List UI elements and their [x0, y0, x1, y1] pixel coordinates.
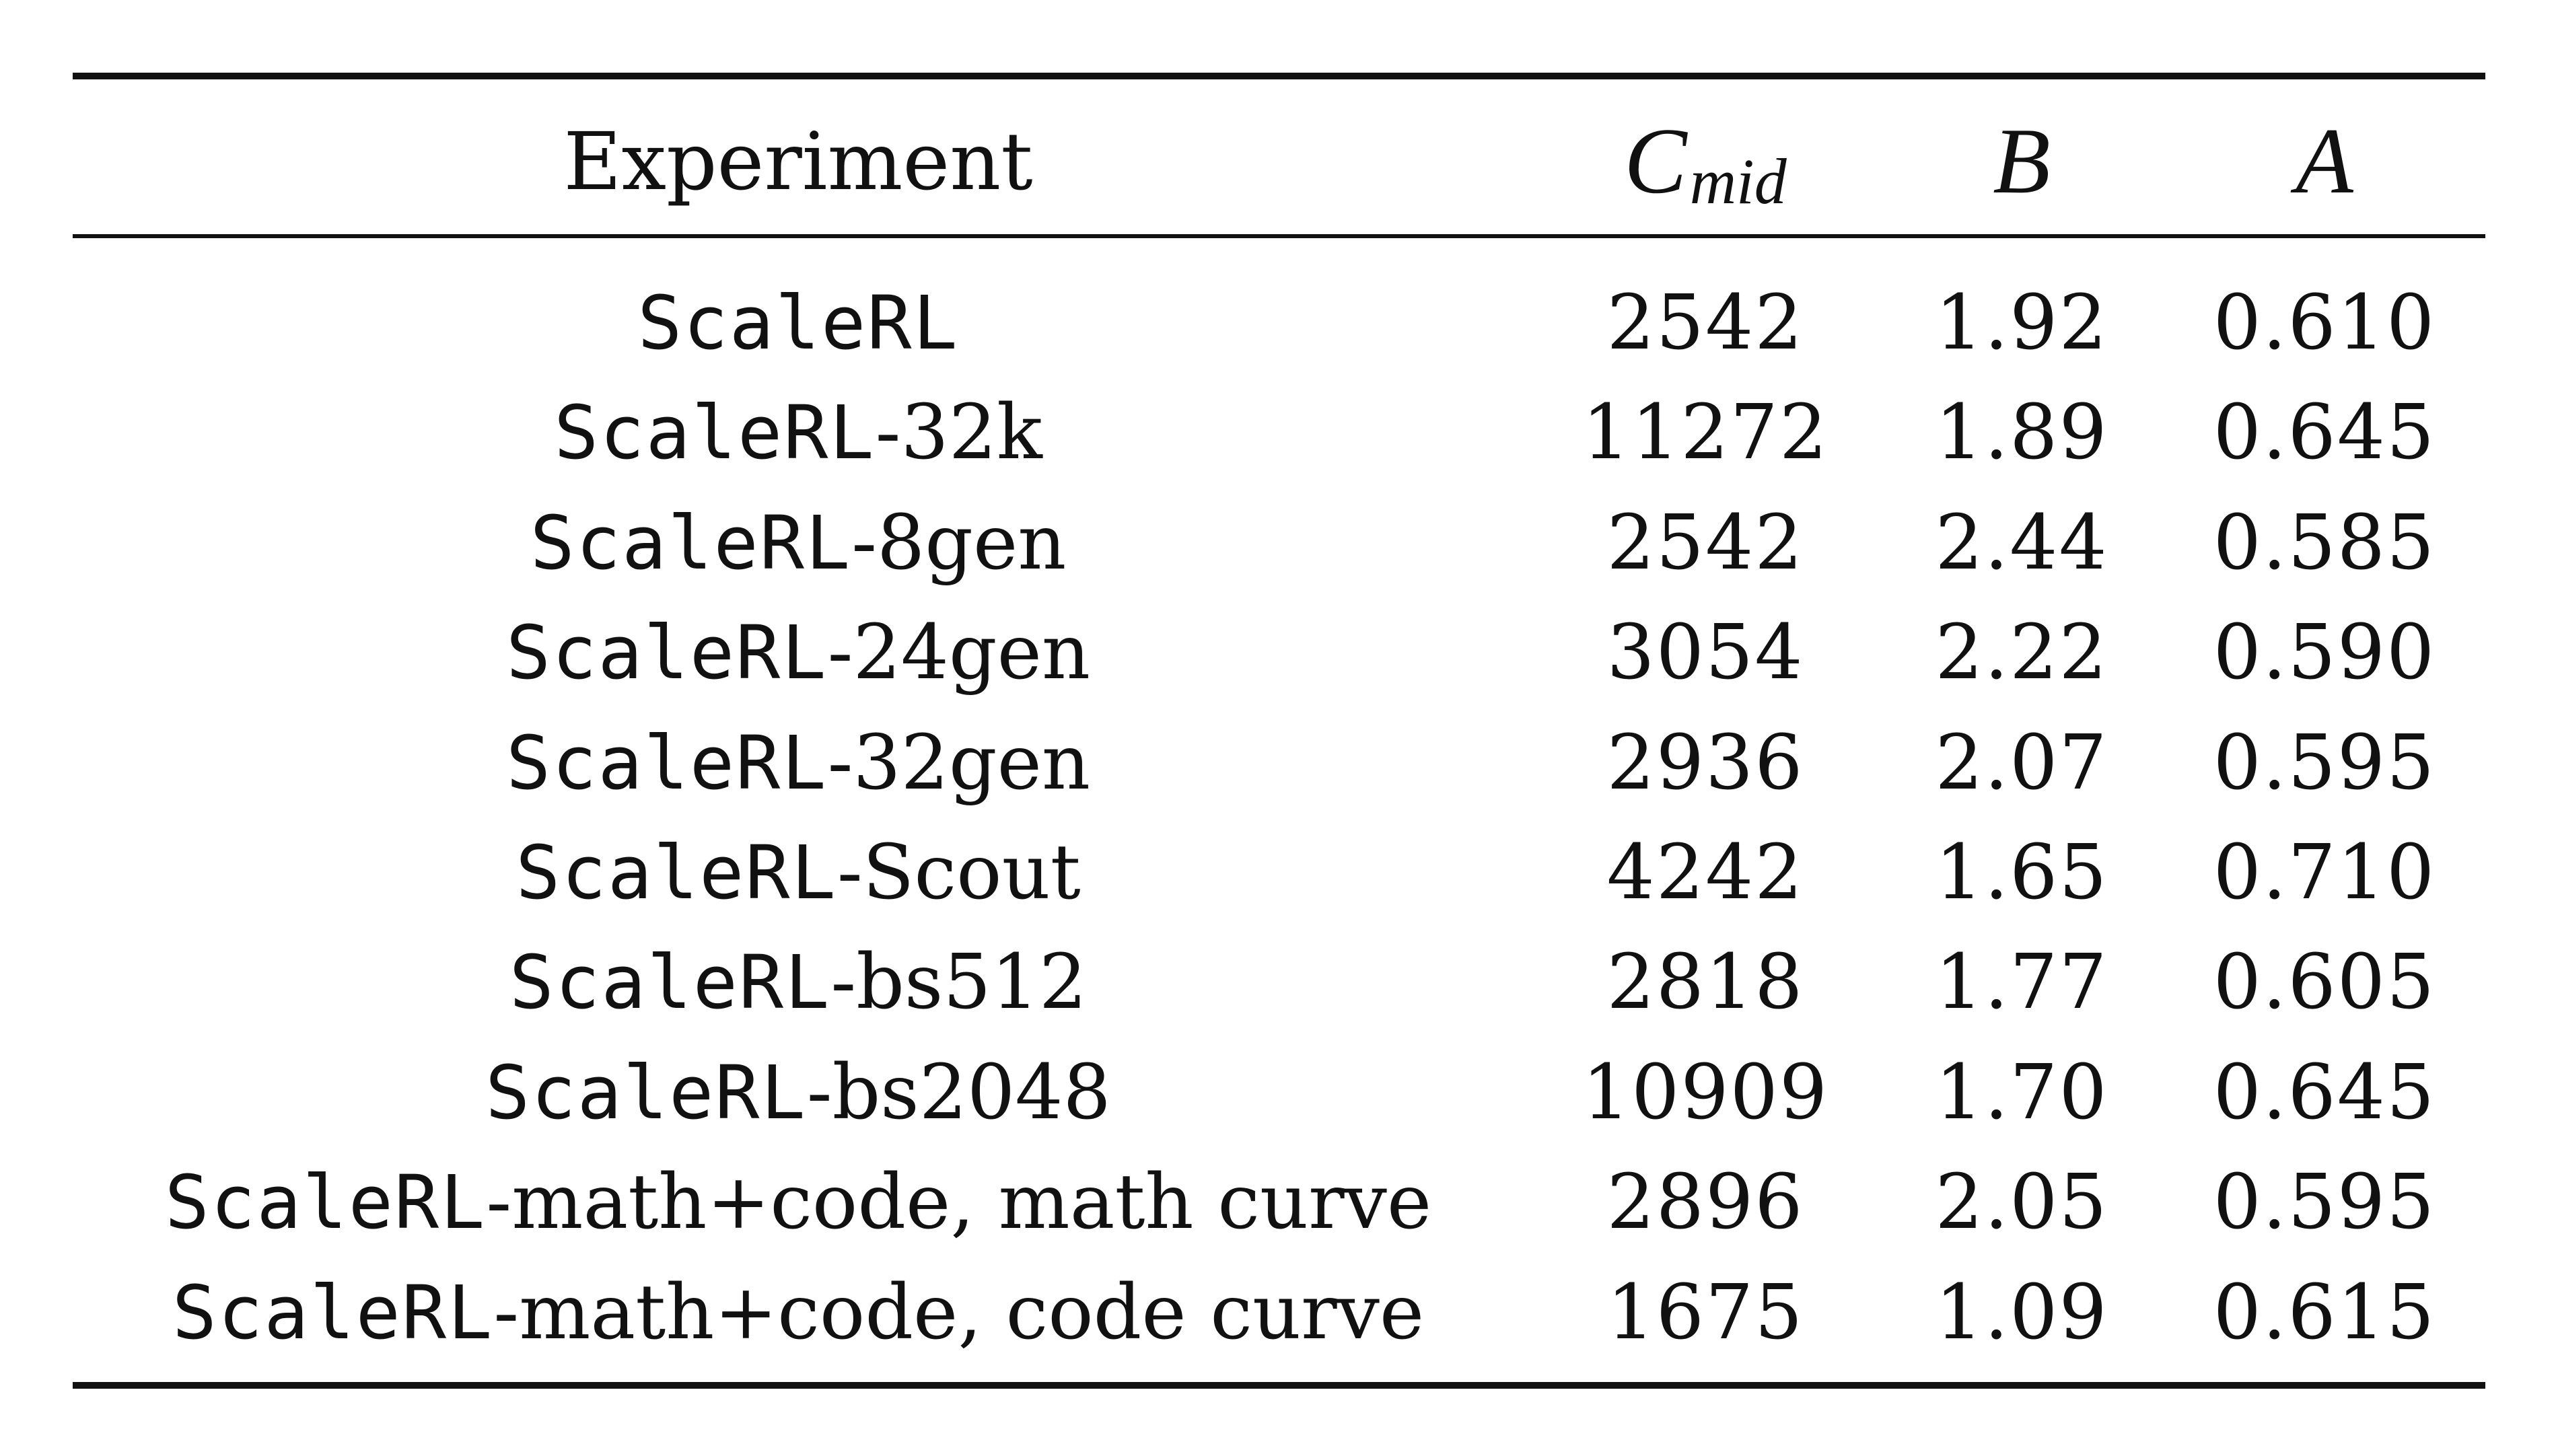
experiment-suffix: -Scout — [837, 829, 1081, 916]
header-experiment: Experiment — [563, 115, 1033, 208]
b-cell: 2.07 — [1935, 719, 2108, 807]
experiment-mono: ScaleRL — [554, 390, 876, 476]
experiment-cell: ScaleRL -bs512 — [73, 929, 1524, 1036]
experiment-cell: ScaleRL -bs2048 — [73, 1039, 1524, 1146]
experiment-cell: ScaleRL -24gen — [73, 599, 1524, 706]
a-cell: 0.590 — [2213, 609, 2436, 696]
b-cell: 1.92 — [1935, 279, 2108, 367]
c-mid-cell: 2896 — [1606, 1159, 1804, 1246]
experiment-mono: ScaleRL — [164, 1159, 487, 1245]
b-cell: 1.65 — [1935, 829, 2108, 916]
experiment-mono: ScaleRL — [485, 1050, 807, 1136]
b-cell: 2.05 — [1935, 1159, 2108, 1246]
a-cell: 0.595 — [2213, 1159, 2436, 1246]
experiment-cell: ScaleRL -math+code, code curve — [73, 1259, 1524, 1367]
a-cell: 0.610 — [2213, 279, 2436, 367]
experiment-mono: ScaleRL — [530, 500, 852, 586]
experiment-suffix: -32gen — [827, 719, 1091, 807]
c-mid-cell: 2542 — [1606, 279, 1804, 367]
c-mid-cell: 2542 — [1606, 499, 1804, 587]
a-cell: 0.645 — [2213, 1049, 2436, 1136]
experiment-suffix: -24gen — [827, 609, 1091, 696]
top-rule — [73, 73, 2485, 79]
experiment-mono: ScaleRL — [509, 939, 831, 1025]
b-cell: 2.44 — [1935, 499, 2108, 587]
a-cell: 0.645 — [2213, 389, 2436, 476]
header-a: A — [2296, 109, 2353, 213]
experiment-cell: ScaleRL -32gen — [73, 709, 1524, 817]
experiment-mono: ScaleRL — [505, 610, 828, 696]
c-mid-cell: 2936 — [1606, 719, 1804, 807]
experiment-cell: ScaleRL — [73, 269, 1524, 377]
c-mid-cell: 3054 — [1606, 609, 1804, 696]
experiment-suffix: -bs512 — [830, 939, 1088, 1026]
header-c-main: C — [1624, 109, 1687, 213]
experiment-mono: ScaleRL — [505, 720, 828, 806]
a-cell: 0.595 — [2213, 719, 2436, 807]
b-cell: 1.09 — [1935, 1269, 2108, 1356]
bottom-rule — [73, 1382, 2485, 1389]
a-cell: 0.605 — [2213, 939, 2436, 1026]
header-c-subscript: mid — [1689, 145, 1787, 217]
experiment-cell: ScaleRL -Scout — [73, 819, 1524, 926]
experiment-suffix: -32k — [875, 389, 1042, 476]
c-mid-cell: 4242 — [1606, 829, 1804, 916]
b-cell: 2.22 — [1935, 609, 2108, 696]
experiment-cell: ScaleRL -32k — [73, 379, 1524, 486]
c-mid-cell: 2818 — [1606, 939, 1804, 1026]
experiment-suffix: -math+code, code curve — [493, 1269, 1425, 1356]
b-cell: 1.77 — [1935, 939, 2108, 1026]
header-b: B — [1993, 109, 2051, 213]
experiment-cell: ScaleRL -8gen — [73, 489, 1524, 597]
c-mid-cell: 1675 — [1606, 1269, 1804, 1356]
a-cell: 0.710 — [2213, 829, 2436, 916]
experiment-mono: ScaleRL — [516, 830, 837, 916]
experiment-mono: ScaleRL — [637, 280, 959, 366]
b-cell: 1.70 — [1935, 1049, 2108, 1136]
experiment-suffix: -8gen — [851, 499, 1067, 587]
b-cell: 1.89 — [1935, 389, 2108, 476]
a-cell: 0.615 — [2213, 1269, 2436, 1356]
c-mid-cell: 10909 — [1582, 1049, 1829, 1136]
experiment-cell: ScaleRL -math+code, math curve — [73, 1149, 1524, 1256]
header-rule — [73, 234, 2485, 238]
a-cell: 0.585 — [2213, 499, 2436, 587]
experiment-suffix: -bs2048 — [806, 1049, 1111, 1136]
experiment-suffix: -math+code, math curve — [486, 1159, 1432, 1246]
experiment-mono: ScaleRL — [172, 1270, 494, 1356]
c-mid-cell: 11272 — [1582, 389, 1829, 476]
